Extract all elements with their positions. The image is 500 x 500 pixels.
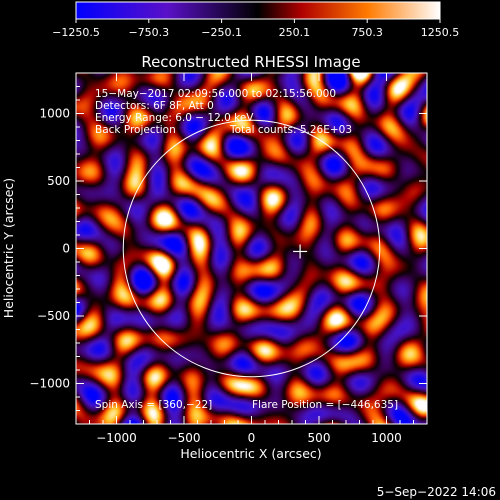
- colorbar-ticks: −1250.5 −750.3 −250.1 250.1 750.3 1250.5: [52, 19, 459, 39]
- y-tick-label: −1000: [29, 377, 70, 391]
- annotation-method: Back Projection: [95, 124, 176, 136]
- chart-title: Reconstructed RHESSI Image: [141, 53, 360, 71]
- y-tick-label: 0: [62, 242, 70, 256]
- annotation-flare-position: Flare Position = [−446,635]: [252, 399, 398, 411]
- y-tick-label: 1000: [39, 107, 70, 121]
- solar-limb: [122, 119, 381, 378]
- y-tick-label: −500: [37, 309, 70, 323]
- colorbar: −1250.5 −750.3 −250.1 250.1 750.3 1250.5: [52, 1, 459, 39]
- annotation-spin-axis: Spin Axis = [360,−22]: [95, 399, 212, 411]
- x-tick-label: −500: [168, 431, 201, 445]
- annotations: 15−May−2017 02:09:56.000 to 02:15:56.000…: [95, 88, 398, 411]
- y-axis-label: Heliocentric Y (arcsec): [1, 178, 16, 318]
- colorbar-tick-label: 1250.5: [421, 26, 460, 39]
- x-axis-label: Heliocentric X (arcsec): [180, 446, 321, 461]
- footer-date: 5−Sep−2022 14:06: [377, 485, 496, 499]
- x-tick-label: 0: [248, 431, 256, 445]
- colorbar-tick-label: 250.1: [279, 26, 311, 39]
- x-tick-label: 500: [308, 431, 331, 445]
- plot-area: −1000 −500 0 500 1000 −1000 −500 0 500 1000: [29, 72, 428, 445]
- annotation-time-range: 15−May−2017 02:09:56.000 to 02:15:56.000: [95, 88, 336, 100]
- colorbar-tick-label: 750.3: [351, 26, 383, 39]
- colorbar-tick-label: −750.3: [128, 26, 169, 39]
- annotation-counts: Total counts: 5.26E+03: [229, 124, 352, 136]
- colorbar-tick-label: −250.1: [201, 26, 242, 39]
- annotation-energy: Energy Range: 6.0 − 12.0 keV: [95, 112, 254, 124]
- colorbar-tick-label: −1250.5: [52, 26, 100, 39]
- flare-marker: [293, 244, 308, 259]
- colorbar-gradient: [75, 1, 441, 20]
- x-tick-label: −1000: [96, 431, 137, 445]
- annotation-detectors: Detectors: 6F 8F, Att 0: [95, 100, 214, 112]
- heatmap-image: [76, 73, 427, 424]
- x-tick-label: 1000: [371, 431, 402, 445]
- axis-ticks: −1000 −500 0 500 1000 −1000 −500 0 500 1000: [29, 73, 427, 445]
- y-tick-label: 500: [47, 174, 70, 188]
